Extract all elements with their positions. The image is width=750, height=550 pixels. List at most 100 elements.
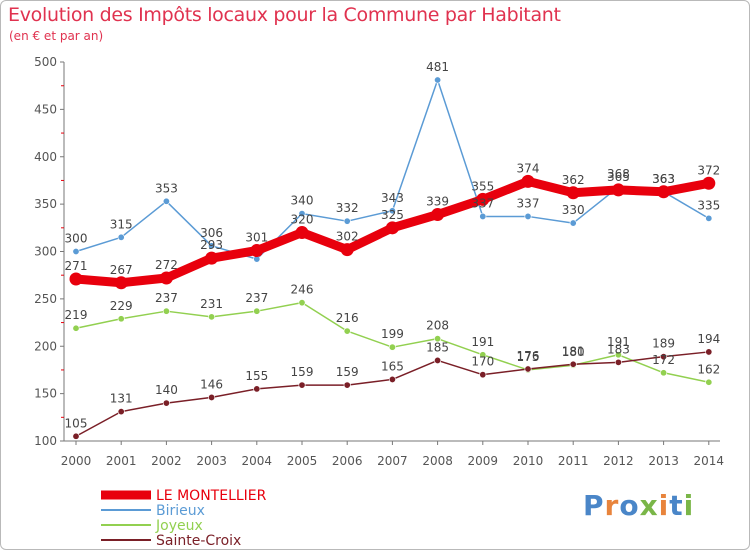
- y-tick-label: 150: [34, 387, 57, 401]
- data-point-joyeux: [72, 324, 80, 332]
- data-label: 216: [336, 311, 359, 325]
- chart-subtitle: (en € et par an): [9, 29, 104, 43]
- x-tick-label: 2005: [287, 454, 318, 468]
- data-label: 162: [697, 362, 720, 376]
- data-point-sainte-croix: [72, 432, 80, 440]
- data-label: 362: [562, 173, 585, 187]
- data-label: 481: [426, 60, 449, 74]
- data-label: 343: [381, 191, 404, 205]
- data-point-le-montellier: [69, 272, 83, 286]
- data-label: 194: [697, 332, 720, 346]
- data-point-le-montellier: [114, 276, 128, 290]
- data-point-birieux: [524, 212, 532, 220]
- data-label: 191: [471, 335, 494, 349]
- data-label: 246: [291, 283, 314, 297]
- data-label: 271: [65, 259, 88, 273]
- data-label: 170: [471, 355, 494, 369]
- data-label: 176: [517, 349, 540, 363]
- x-tick-label: 2013: [648, 454, 679, 468]
- data-label: 175: [517, 350, 540, 364]
- data-label: 365: [607, 170, 630, 184]
- data-label: 140: [155, 383, 178, 397]
- data-label: 330: [562, 203, 585, 217]
- data-point-birieux: [705, 214, 713, 222]
- data-point-birieux: [72, 248, 80, 256]
- data-point-sainte-croix: [208, 393, 216, 401]
- data-label: 231: [200, 297, 223, 311]
- data-label: 368: [607, 167, 630, 181]
- data-point-sainte-croix: [434, 356, 442, 364]
- data-point-joyeux: [253, 307, 261, 315]
- data-point-sainte-croix: [117, 408, 125, 416]
- data-point-sainte-croix: [479, 371, 487, 379]
- data-label: 337: [517, 196, 540, 210]
- data-label: 180: [562, 345, 585, 359]
- data-point-joyeux: [614, 351, 622, 359]
- data-point-le-montellier: [702, 176, 716, 190]
- data-point-sainte-croix: [569, 360, 577, 368]
- x-tick-label: 2014: [694, 454, 725, 468]
- y-tick-label: 500: [34, 55, 57, 69]
- data-point-joyeux: [388, 343, 396, 351]
- data-label: 199: [381, 327, 404, 341]
- x-tick-label: 2000: [61, 454, 92, 468]
- data-label: 315: [110, 217, 133, 231]
- y-tick-label: 350: [34, 197, 57, 211]
- data-point-birieux: [388, 207, 396, 215]
- data-point-le-montellier: [159, 271, 173, 285]
- data-point-birieux: [162, 197, 170, 205]
- data-label: 267: [110, 263, 133, 277]
- y-tick-label: 450: [34, 102, 57, 116]
- data-point-sainte-croix: [705, 348, 713, 356]
- data-label: 159: [336, 365, 359, 379]
- data-label: 353: [155, 181, 178, 195]
- legend-label-joyeux: Joyeux: [155, 518, 203, 534]
- data-point-joyeux: [208, 313, 216, 321]
- data-label: 363: [652, 172, 675, 186]
- data-point-le-montellier: [657, 185, 671, 199]
- x-tick-label: 2010: [513, 454, 544, 468]
- data-point-sainte-croix: [253, 385, 261, 393]
- legend-label-sainte-croix: Sainte-Croix: [156, 533, 241, 549]
- data-point-sainte-croix: [660, 353, 668, 361]
- data-point-le-montellier: [476, 192, 490, 206]
- y-tick-label: 200: [34, 339, 57, 353]
- data-label: 337: [471, 196, 494, 210]
- data-point-birieux: [298, 210, 306, 218]
- data-point-sainte-croix: [298, 381, 306, 389]
- data-label: 219: [65, 308, 88, 322]
- data-point-sainte-croix: [388, 375, 396, 383]
- data-label: 302: [336, 230, 359, 244]
- data-label: 335: [697, 198, 720, 212]
- data-point-birieux: [479, 212, 487, 220]
- y-tick-label: 250: [34, 292, 57, 306]
- data-point-le-montellier: [205, 251, 219, 265]
- legend-label-le-montellier: LE MONTELLIER: [156, 488, 267, 504]
- x-tick-label: 2001: [106, 454, 137, 468]
- data-label: 172: [652, 353, 675, 367]
- data-point-le-montellier: [431, 208, 445, 222]
- data-point-birieux: [569, 219, 577, 227]
- data-point-joyeux: [162, 307, 170, 315]
- data-point-joyeux: [343, 327, 351, 335]
- data-point-le-montellier: [340, 243, 354, 257]
- data-label: 237: [245, 291, 268, 305]
- data-point-birieux: [434, 76, 442, 84]
- data-label: 325: [381, 208, 404, 222]
- data-label: 165: [381, 359, 404, 373]
- data-point-joyeux: [705, 378, 713, 386]
- data-label: 131: [110, 392, 133, 406]
- data-label: 363: [652, 172, 675, 186]
- data-point-birieux: [208, 242, 216, 250]
- data-label: 181: [562, 344, 585, 358]
- data-point-joyeux: [660, 369, 668, 377]
- data-label: 191: [607, 335, 630, 349]
- chart-title: Evolution des Impôts locaux pour la Comm…: [8, 4, 561, 26]
- data-label: 300: [65, 232, 88, 246]
- data-point-sainte-croix: [162, 399, 170, 407]
- data-label: 159: [291, 365, 314, 379]
- data-point-le-montellier: [250, 244, 264, 258]
- data-point-le-montellier: [566, 186, 580, 200]
